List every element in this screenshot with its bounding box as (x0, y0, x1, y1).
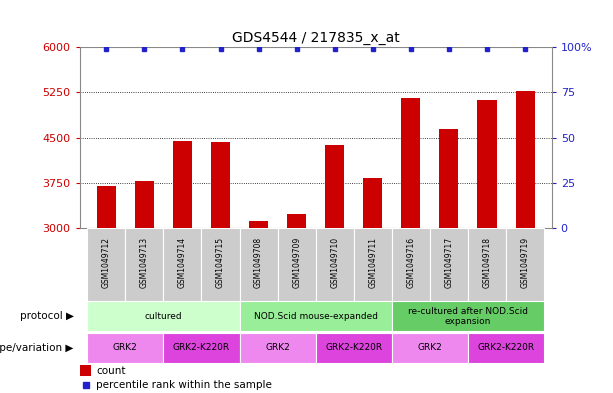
Bar (392, 228, 430, 301)
Text: GRK2-K220R: GRK2-K220R (478, 343, 535, 352)
Bar (278, 228, 316, 301)
Text: percentile rank within the sample: percentile rank within the sample (96, 380, 272, 390)
Bar (316, 228, 354, 301)
Bar (506, 228, 544, 301)
Text: GSM1049711: GSM1049711 (368, 237, 377, 288)
Bar (126, 228, 164, 301)
Bar (316, 333, 392, 363)
Bar (173, 141, 192, 393)
Text: GRK2-K220R: GRK2-K220R (326, 343, 383, 352)
Bar (249, 221, 268, 393)
Bar (354, 228, 392, 301)
Text: genotype/variation ▶: genotype/variation ▶ (0, 343, 74, 353)
Text: GSM1049709: GSM1049709 (292, 237, 301, 288)
Text: GSM1049710: GSM1049710 (330, 237, 339, 288)
Text: GSM1049715: GSM1049715 (216, 237, 225, 288)
Text: protocol ▶: protocol ▶ (20, 311, 74, 321)
Bar (87, 333, 164, 363)
Bar (240, 301, 392, 331)
Text: GRK2-K220R: GRK2-K220R (173, 343, 230, 352)
Bar (135, 181, 154, 393)
Text: GRK2: GRK2 (417, 343, 442, 352)
Bar (392, 333, 468, 363)
Text: count: count (96, 365, 126, 376)
Text: GSM1049719: GSM1049719 (520, 237, 530, 288)
Bar (97, 186, 116, 393)
Bar (87, 228, 126, 301)
Bar (516, 91, 535, 393)
Text: cultured: cultured (145, 312, 182, 321)
Bar (240, 228, 278, 301)
Bar (468, 228, 506, 301)
Bar (430, 228, 468, 301)
Bar (326, 145, 345, 393)
Text: GSM1049718: GSM1049718 (482, 237, 492, 288)
Text: GSM1049712: GSM1049712 (102, 237, 111, 288)
Text: NOD.Scid mouse-expanded: NOD.Scid mouse-expanded (254, 312, 378, 321)
Text: GSM1049716: GSM1049716 (406, 237, 416, 288)
Text: GSM1049708: GSM1049708 (254, 237, 263, 288)
Text: GSM1049713: GSM1049713 (140, 237, 149, 288)
Bar (202, 228, 240, 301)
Bar (164, 333, 240, 363)
Bar (211, 142, 230, 393)
Bar (402, 98, 421, 393)
Bar (287, 214, 306, 393)
Text: GSM1049714: GSM1049714 (178, 237, 187, 288)
Bar (392, 301, 544, 331)
Text: re-cultured after NOD.Scid
expansion: re-cultured after NOD.Scid expansion (408, 307, 528, 326)
Text: GRK2: GRK2 (113, 343, 138, 352)
Bar (80, 365, 91, 376)
Text: GSM1049717: GSM1049717 (444, 237, 454, 288)
Bar (440, 129, 459, 393)
Text: GRK2: GRK2 (265, 343, 290, 352)
Bar (240, 333, 316, 363)
Bar (87, 301, 240, 331)
Bar (468, 333, 544, 363)
Bar (478, 99, 497, 393)
Bar (164, 228, 202, 301)
Bar (364, 178, 383, 393)
Title: GDS4544 / 217835_x_at: GDS4544 / 217835_x_at (232, 31, 400, 45)
